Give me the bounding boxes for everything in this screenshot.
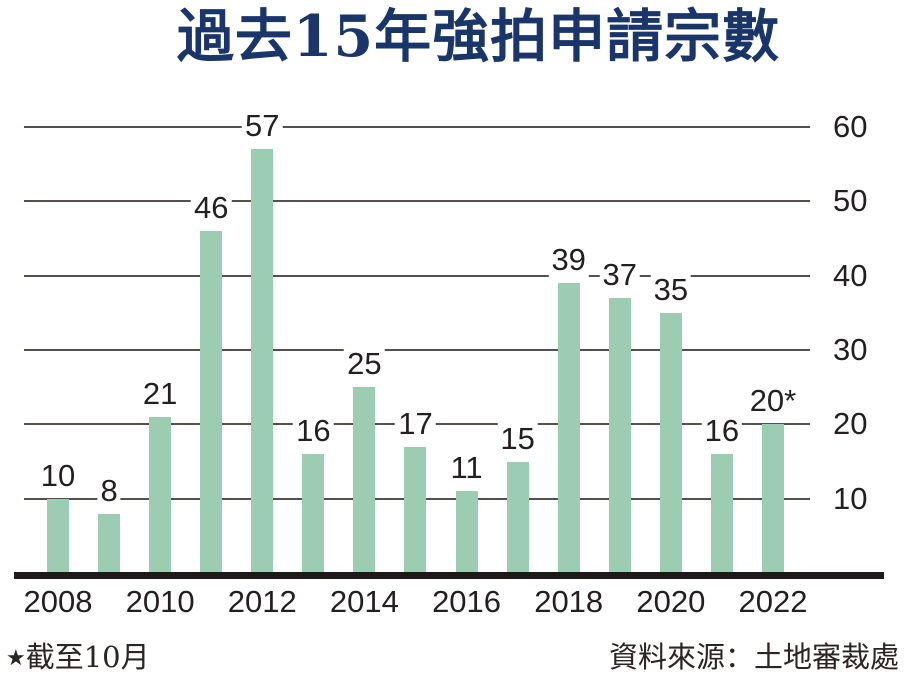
bar-value-label-2011: 46 (190, 191, 232, 226)
bar-value-label-2008: 10 (37, 458, 79, 493)
x-tick-label-2014: 2014 (329, 584, 399, 619)
bar-2010 (149, 416, 172, 573)
bar-value-label-2019: 37 (599, 257, 641, 292)
bar-2011 (200, 231, 223, 573)
source-credit: 資料來源：土地審裁處 (608, 640, 899, 674)
footnote-star-icon: ★ (6, 646, 26, 671)
x-tick-label-2008: 2008 (23, 584, 93, 619)
y-tick-label-50: 50 (833, 183, 868, 219)
bar-2016 (455, 491, 478, 573)
x-tick-label-2012: 2012 (227, 584, 297, 619)
bar-2014 (353, 387, 376, 573)
x-tick-label-2018: 2018 (534, 584, 604, 619)
bar-value-label-2017: 15 (497, 421, 538, 456)
bar-2019 (608, 297, 631, 573)
chart-title: 過去15年強拍申請宗數 (176, 3, 781, 70)
bar-2015 (404, 446, 427, 573)
bar-value-label-2018: 39 (548, 243, 589, 278)
footnote: ★截至10月 (6, 640, 150, 676)
gridline-50 (24, 200, 810, 203)
bar-2008 (47, 498, 69, 573)
bar-value-label-2014: 25 (344, 347, 385, 382)
footnote-text: 截至10月 (25, 640, 150, 674)
bar-2020 (659, 312, 682, 573)
y-tick-label-30: 30 (833, 332, 868, 367)
bar-2022 (761, 424, 784, 573)
bar-value-label-2016: 11 (447, 451, 486, 486)
x-tick-label-2016: 2016 (432, 584, 502, 619)
y-tick-label-10: 10 (833, 480, 868, 516)
gridline-40 (24, 274, 810, 277)
y-tick-label-60: 60 (833, 109, 868, 145)
y-tick-label-20: 20 (833, 406, 868, 442)
x-axis-line (14, 572, 884, 579)
y-tick-label-40: 40 (833, 257, 868, 293)
bar-2018 (557, 283, 580, 573)
bar-2017 (506, 461, 529, 573)
gridline-60 (24, 126, 810, 129)
bar-value-label-2009: 8 (97, 473, 121, 508)
bar-2021 (710, 454, 733, 573)
bar-2013 (302, 454, 325, 573)
x-tick-label-2010: 2010 (125, 584, 195, 619)
bar-2009 (98, 513, 121, 573)
gridline-30 (24, 349, 810, 351)
bar-value-label-2013: 16 (293, 414, 334, 449)
bar-value-label-2012: 57 (242, 109, 283, 144)
bar-value-label-2021: 16 (701, 414, 743, 449)
x-tick-label-2022: 2022 (738, 584, 808, 619)
bar-value-label-2020: 35 (650, 272, 692, 307)
x-tick-label-2020: 2020 (636, 584, 706, 619)
bar-value-label-2010: 21 (139, 376, 181, 411)
bar-value-label-2022: 20* (746, 384, 800, 419)
bar-value-label-2015: 17 (395, 406, 436, 441)
bar-2012 (251, 149, 274, 573)
